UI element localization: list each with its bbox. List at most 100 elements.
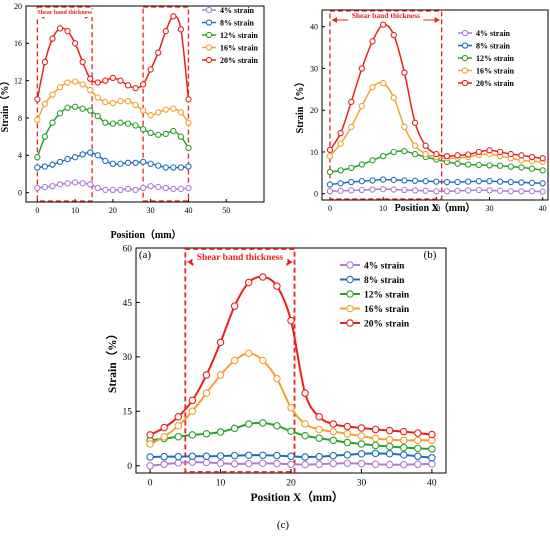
data-point [380, 21, 387, 28]
arrow-head-left [187, 258, 194, 266]
shear-band-box [329, 10, 443, 200]
data-point [56, 25, 64, 32]
chart-panel-1: 0 10 20 30 40 50 0 4 8 12 16 20 Position（mm） Strain（%… [0, 2, 265, 261]
data-point [139, 126, 147, 133]
data-point [301, 460, 309, 469]
data-point [369, 38, 376, 45]
legend-label: 8% strain [476, 41, 511, 50]
data-point [301, 453, 309, 461]
data-point [326, 146, 334, 154]
data-point [109, 120, 117, 127]
data-point [315, 452, 323, 461]
y-tick-label: 16 [14, 39, 22, 48]
shear-band-box [36, 6, 93, 202]
data-point [443, 188, 451, 195]
data-point [414, 460, 422, 469]
data-point [56, 84, 64, 91]
legend: 4% strain 8% strain 12% strain 16% strain 20… [458, 29, 515, 88]
data-point [390, 176, 397, 184]
y-tick-label: 0 [18, 188, 22, 197]
data-point [348, 187, 355, 194]
data-point [528, 153, 536, 161]
data-point [185, 119, 192, 126]
legend-label: 8% strain [364, 276, 405, 286]
series-line [329, 23, 543, 159]
data-point [162, 106, 169, 113]
data-point [385, 460, 394, 469]
x-tick-label: 40 [427, 479, 437, 489]
x-tick-label: 30 [486, 204, 494, 213]
y-tick-label: 45 [123, 299, 133, 309]
data-point [41, 133, 49, 140]
panel-caption: (b) [424, 249, 437, 261]
data-point [170, 105, 177, 112]
data-point [475, 148, 483, 156]
data-point [371, 460, 380, 469]
data-point [315, 434, 323, 442]
data-point [64, 104, 71, 111]
data-point [71, 78, 79, 85]
data-point [411, 142, 419, 149]
data-point [401, 186, 408, 194]
data-point [390, 94, 397, 101]
data-point [385, 450, 394, 458]
data-point [528, 188, 536, 195]
data-point [188, 407, 197, 416]
y-tick-label: 15 [123, 408, 133, 418]
data-point [414, 444, 422, 453]
data-point [216, 452, 225, 460]
data-point [465, 187, 472, 194]
y-axis-title: Strain（%） [0, 76, 11, 133]
data-point [160, 432, 168, 441]
data-point [147, 112, 154, 119]
data-point [380, 176, 387, 183]
data-point [486, 147, 493, 154]
panel-caption: (c) [277, 519, 290, 531]
data-point [371, 434, 380, 443]
data-point [507, 178, 514, 186]
data-point [358, 161, 366, 168]
data-point [380, 153, 387, 160]
data-point [146, 453, 154, 461]
shear-band-label-bg [34, 9, 95, 17]
data-point [139, 158, 147, 166]
data-point [337, 140, 344, 147]
data-point [64, 28, 71, 35]
data-point [160, 452, 168, 461]
x-tick-label: 30 [147, 206, 155, 215]
legend-label: 4% strain [476, 29, 511, 38]
data-point [132, 122, 139, 129]
data-point [216, 459, 225, 467]
x-tick-label: 40 [539, 204, 547, 213]
y-tick-label: 30 [123, 353, 133, 363]
data-point [422, 142, 429, 149]
data-point [155, 162, 162, 169]
x-tick-label: 10 [216, 479, 226, 489]
legend-marker [346, 319, 354, 327]
data-point [71, 103, 79, 110]
data-point [87, 107, 94, 114]
data-point [244, 420, 253, 428]
data-point [139, 107, 147, 114]
data-point [230, 424, 239, 433]
data-point [147, 182, 154, 190]
legend-label: 4% strain [220, 6, 255, 15]
data-point [102, 77, 109, 84]
legend-label: 20% strain [220, 56, 259, 65]
data-point [518, 179, 525, 186]
data-point [147, 66, 154, 73]
data-point [369, 186, 376, 193]
data-point [109, 160, 117, 167]
data-point [475, 178, 483, 185]
y-tick-label: 12 [14, 76, 22, 85]
data-point [496, 178, 504, 185]
data-point [244, 451, 253, 459]
data-point [230, 451, 239, 460]
data-point [41, 183, 49, 191]
legend: 4% strain 8% strain 12% strain 16% strain 20… [340, 261, 410, 329]
data-point [348, 178, 355, 186]
legend-label: 16% strain [220, 43, 259, 52]
data-point [94, 184, 101, 192]
data-point [287, 403, 295, 412]
data-point [155, 109, 162, 116]
